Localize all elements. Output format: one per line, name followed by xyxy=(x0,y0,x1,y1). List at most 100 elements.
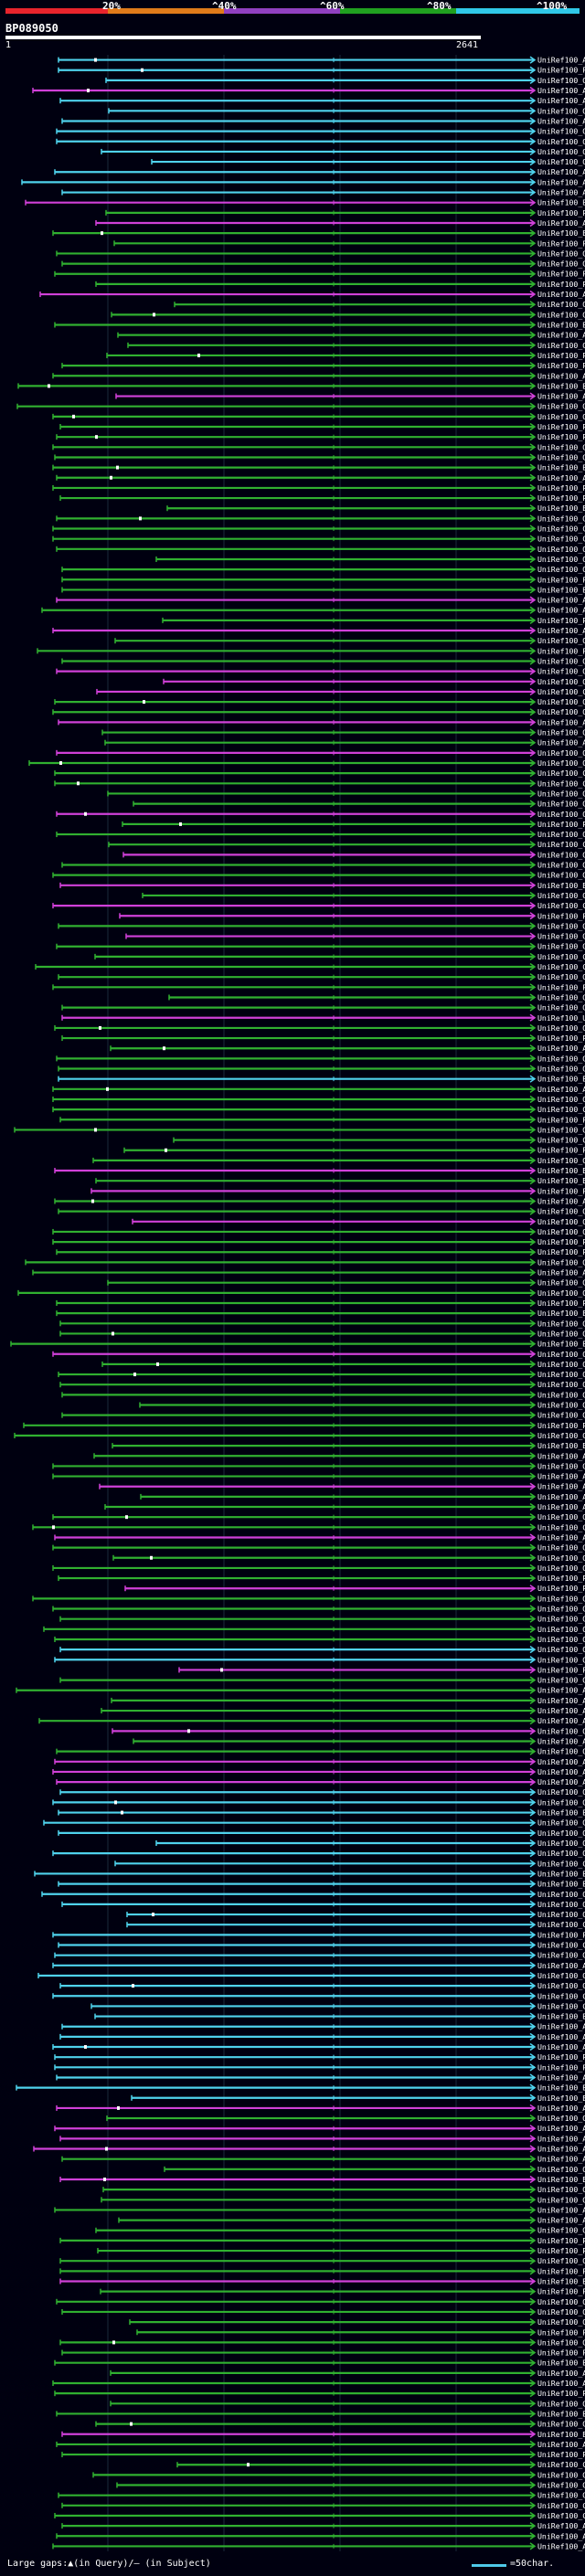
hit-label[interactable]: UniRef100_B7FHZ5 xyxy=(537,2012,585,2021)
hit-row[interactable]: UniRef100_P04778 xyxy=(162,616,585,625)
hit-label[interactable]: UniRef100_C5YR07 xyxy=(537,2001,585,2010)
hit-row[interactable]: UniRef100_P00963 xyxy=(61,1034,585,1043)
hit-label[interactable]: UniRef100_Q1WLW0 xyxy=(537,147,585,156)
hit-row[interactable]: UniRef100_P04783 xyxy=(59,493,585,503)
hit-row[interactable]: UniRef100_Q64443 xyxy=(17,1288,585,1298)
hit-row[interactable]: UniRef100_A9RHS2 xyxy=(61,2155,585,2164)
hit-row[interactable]: UniRef100_Q93P08 xyxy=(56,748,585,758)
hit-row[interactable]: UniRef100_Q40324 xyxy=(126,1910,585,1919)
hit-label[interactable]: UniRef100_Q04687 xyxy=(537,1360,585,1369)
hit-label[interactable]: UniRef100_Q9M159 xyxy=(537,2256,585,2265)
hit-row[interactable]: UniRef100_P27496 xyxy=(56,432,585,441)
hit-row[interactable]: UniRef100_P27491 xyxy=(59,422,585,431)
hit-row[interactable]: UniRef100_Q5BLY8 xyxy=(52,871,585,880)
hit-label[interactable]: UniRef100_A2Y919 xyxy=(537,2134,585,2143)
hit-label[interactable]: UniRef100_Q41422 xyxy=(537,1401,585,1410)
hit-label[interactable]: UniRef100_Q1HHC9 xyxy=(537,1951,585,1960)
hit-row[interactable]: UniRef100_A6JZ87 xyxy=(58,56,585,65)
hit-label[interactable]: UniRef100_Q6EVZ0 xyxy=(537,697,585,706)
hit-label[interactable]: UniRef100_Q2B725 xyxy=(537,1645,585,1654)
hit-label[interactable]: UniRef100_A4QPK6 xyxy=(537,177,585,186)
hit-label[interactable]: UniRef100_C1K5B7 xyxy=(537,1920,585,1929)
hit-row[interactable]: UniRef100_P12331 xyxy=(59,1115,585,1124)
hit-row[interactable]: UniRef100_B1PL34 xyxy=(54,321,585,330)
hit-row[interactable]: UniRef100_Q67TF6 xyxy=(58,921,585,930)
hit-label[interactable]: UniRef100_Q3S304 xyxy=(537,1054,585,1063)
hit-label[interactable]: UniRef100_Q05J37 xyxy=(537,942,585,951)
hit-row[interactable]: UniRef100_Q9ZSV2 xyxy=(151,157,585,166)
hit-row[interactable]: UniRef100_A2Y947 xyxy=(61,116,585,125)
hit-row[interactable]: UniRef100_A6NL12 xyxy=(52,1961,585,1970)
hit-label[interactable]: UniRef100_C6TM32 xyxy=(537,1105,585,1114)
hit-row[interactable]: UniRef100_Q4VV61 xyxy=(59,1319,585,1328)
hit-label[interactable]: UniRef100_A9PHD4 xyxy=(537,596,585,605)
hit-row[interactable]: UniRef100_Q1HHD0 xyxy=(41,1890,585,1899)
hit-label[interactable]: UniRef100_Q6T7Q5 xyxy=(537,830,585,839)
hit-row[interactable]: UniRef100_P14278 xyxy=(61,2348,585,2358)
hit-row[interactable]: UniRef100_Q64442 xyxy=(58,1207,585,1216)
hit-row[interactable]: UniRef100_A6N827 xyxy=(110,2369,585,2378)
hit-label[interactable]: UniRef100_Q4VV49 xyxy=(537,2399,585,2408)
hit-label[interactable]: UniRef100_A6N828 xyxy=(537,2531,585,2540)
hit-label[interactable]: UniRef100_Q64446 xyxy=(537,260,585,269)
hit-row[interactable]: UniRef100_Q41423 xyxy=(61,1390,585,1399)
hit-label[interactable]: UniRef100_Q4VV56 xyxy=(537,2185,585,2194)
hit-label[interactable]: UniRef100_C5XQ82 xyxy=(537,952,585,961)
hit-row[interactable]: UniRef100_P20805 xyxy=(136,2327,585,2337)
hit-row[interactable]: UniRef100_Q2QP51 xyxy=(61,861,585,870)
hit-label[interactable]: UniRef100_C6TD73 xyxy=(537,1991,585,2000)
hit-row[interactable]: UniRef100_P21528 xyxy=(100,2287,585,2296)
hit-row[interactable]: UniRef100_Q9SF86 xyxy=(32,1594,585,1603)
hit-row[interactable]: UniRef100_A4QPL0 xyxy=(52,1767,585,1776)
hit-row[interactable]: UniRef100_P07369 xyxy=(106,351,585,360)
hit-label[interactable]: UniRef100_B9G222 xyxy=(537,504,585,513)
hit-label[interactable]: UniRef100_Q9SWR xyxy=(537,1818,585,1828)
hit-label[interactable]: UniRef100_P09221 xyxy=(537,280,585,289)
hit-row[interactable]: UniRef100_Q64448 xyxy=(111,310,585,319)
hit-row[interactable]: UniRef100_P27492 xyxy=(54,270,585,279)
hit-label[interactable]: UniRef100_A2Y943 xyxy=(537,1777,585,1786)
hit-label[interactable]: UniRef100_P27570 xyxy=(537,1421,585,1430)
hit-label[interactable]: UniRef100_P04782 xyxy=(537,239,585,248)
hit-label[interactable]: UniRef100_Q6UKL2 xyxy=(537,127,585,136)
hit-label[interactable]: UniRef100_Q41423 xyxy=(537,1390,585,1399)
hit-label[interactable]: UniRef100_B6PR02 xyxy=(537,1869,585,1878)
hit-label[interactable]: UniRef100_B5AW14 xyxy=(537,1075,585,1084)
hit-row[interactable]: UniRef100_Q1EP45 xyxy=(56,249,585,258)
hit-row[interactable]: UniRef100_Q9LE96 xyxy=(125,932,585,941)
hit-label[interactable]: UniRef100_Q5T923 xyxy=(537,1971,585,1980)
hit-label[interactable]: UniRef100_P04783 xyxy=(537,493,585,503)
hit-row[interactable]: UniRef100_P04782 xyxy=(113,239,585,248)
hit-row[interactable]: UniRef100_A6N828 xyxy=(56,2531,585,2540)
hit-row[interactable]: UniRef100_A9PJH7 xyxy=(61,2022,585,2031)
hit-row[interactable]: UniRef100_Q3Z291 xyxy=(28,758,585,768)
hit-row[interactable]: UniRef100_A7PJV3 xyxy=(115,392,585,401)
hit-row[interactable]: UniRef100_B6SYN4 xyxy=(95,1176,585,1185)
hit-label[interactable]: UniRef100_Q4VV59 xyxy=(537,1431,585,1440)
hit-row[interactable]: UniRef100_C1K5B6 xyxy=(58,1941,585,1950)
hit-label[interactable]: UniRef100_P12333 xyxy=(537,1146,585,1155)
hit-row[interactable]: UniRef100_A4QPK7 xyxy=(39,290,585,299)
hit-label[interactable]: UniRef100_P12331 xyxy=(537,1115,585,1124)
hit-row[interactable]: UniRef100_Q9LK10 xyxy=(142,891,585,900)
hit-label[interactable]: UniRef100_Q2QP51 xyxy=(537,861,585,870)
hit-label[interactable]: UniRef100_A4Q065 xyxy=(537,1502,585,1511)
hit-label[interactable]: UniRef100_Q40657 xyxy=(537,972,585,981)
hit-label[interactable]: UniRef100_Q64449 xyxy=(537,412,585,421)
hit-label[interactable]: UniRef100_A2Y34 xyxy=(537,1451,585,1460)
hit-row[interactable]: UniRef100_A8HPF3 xyxy=(54,2205,585,2214)
hit-label[interactable]: UniRef100_A6NL12 xyxy=(537,1961,585,1970)
hit-label[interactable]: UniRef100_P21528 xyxy=(537,2287,585,2296)
hit-label[interactable]: UniRef100_Q9FVT3 xyxy=(537,545,585,554)
hit-row[interactable]: UniRef100_A6N826 xyxy=(52,2379,585,2388)
hit-row[interactable]: UniRef100_Q9SHM7 xyxy=(59,1615,585,1624)
hit-row[interactable]: UniRef100_B0ZLF1 xyxy=(112,1441,585,1450)
hit-label[interactable]: UniRef100_A9PFW7 xyxy=(537,2032,585,2041)
hit-row[interactable]: UniRef100_B6S2T9 xyxy=(131,2094,585,2103)
hit-label[interactable]: UniRef100_B9RM67 xyxy=(537,228,585,238)
hit-label[interactable]: UniRef100_Q9LX17 xyxy=(537,2114,585,2123)
hit-label[interactable]: UniRef100_Q64442 xyxy=(537,1207,585,1216)
hit-label[interactable]: UniRef100_Q8S379 xyxy=(537,106,585,115)
hit-row[interactable]: UniRef100_Q1XLZ3 xyxy=(16,402,585,411)
hit-label[interactable]: UniRef100_Q9LK10 xyxy=(537,891,585,900)
